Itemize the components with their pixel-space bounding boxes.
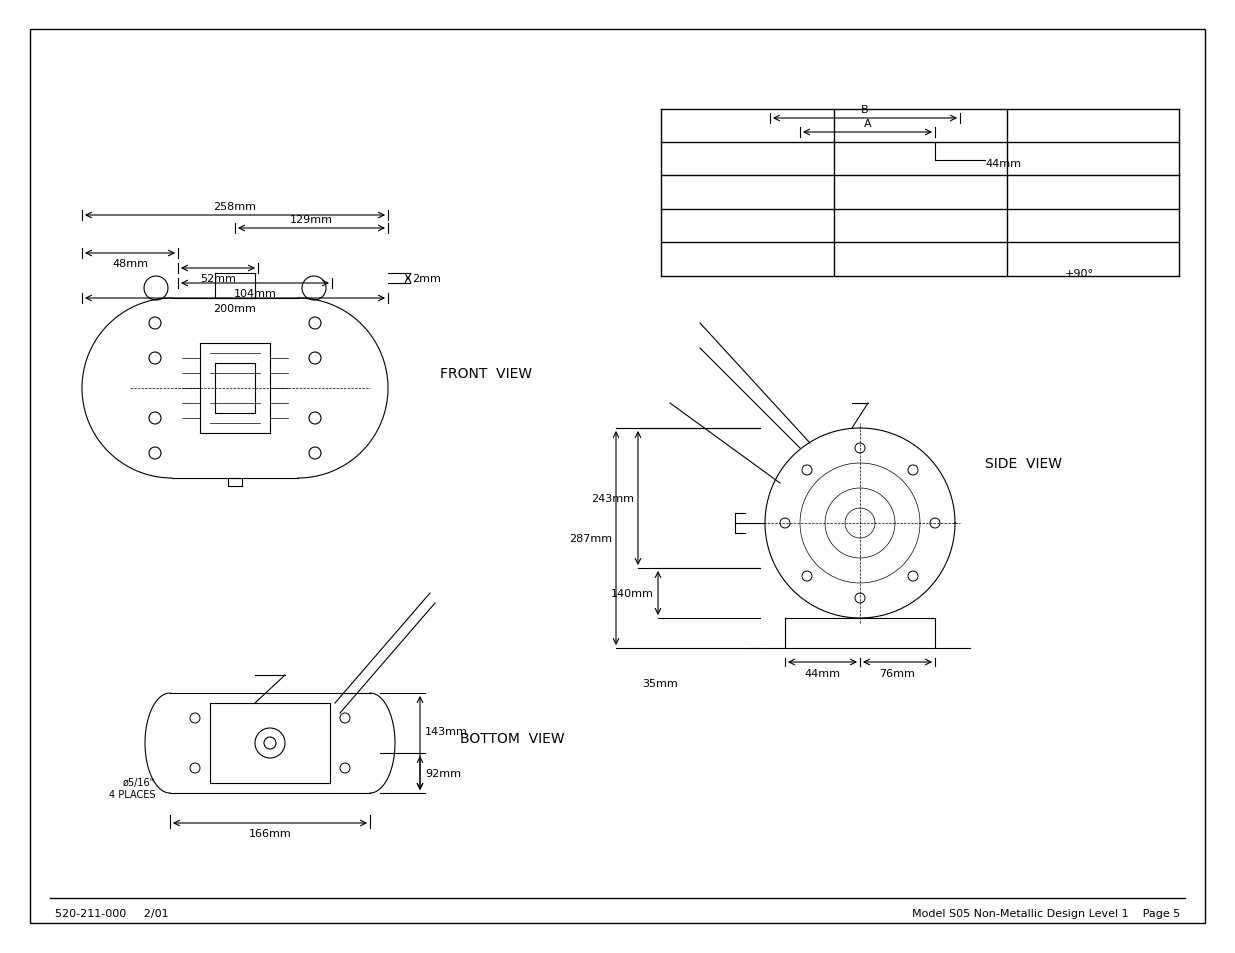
Text: 2mm: 2mm — [412, 274, 441, 284]
Text: 200mm: 200mm — [214, 304, 257, 314]
Text: 166mm: 166mm — [248, 828, 291, 838]
Text: 44mm: 44mm — [986, 159, 1021, 169]
Text: 35mm: 35mm — [642, 679, 678, 688]
Text: 76mm: 76mm — [879, 668, 915, 679]
Text: 243mm: 243mm — [592, 494, 634, 503]
Text: 48mm: 48mm — [112, 258, 148, 269]
Text: 129mm: 129mm — [289, 214, 332, 225]
Text: 143mm: 143mm — [425, 726, 468, 737]
Text: SIDE  VIEW: SIDE VIEW — [986, 456, 1062, 471]
Text: +90°: +90° — [1065, 269, 1094, 278]
Text: 520-211-000     2/01: 520-211-000 2/01 — [56, 908, 169, 918]
Text: 140mm: 140mm — [611, 588, 655, 598]
Text: A: A — [863, 119, 872, 129]
Text: 52mm: 52mm — [200, 274, 236, 284]
Text: 92mm: 92mm — [425, 768, 461, 779]
Text: 104mm: 104mm — [233, 289, 277, 298]
Text: 287mm: 287mm — [569, 534, 613, 543]
Text: 258mm: 258mm — [214, 202, 257, 212]
Text: BOTTOM  VIEW: BOTTOM VIEW — [459, 731, 564, 745]
Text: 44mm: 44mm — [804, 668, 841, 679]
Text: Model S05 Non-Metallic Design Level 1    Page 5: Model S05 Non-Metallic Design Level 1 Pa… — [911, 908, 1179, 918]
Text: B: B — [861, 105, 868, 115]
Text: FRONT  VIEW: FRONT VIEW — [440, 367, 532, 380]
Text: ø5/16"
4 PLACES: ø5/16" 4 PLACES — [109, 778, 156, 799]
